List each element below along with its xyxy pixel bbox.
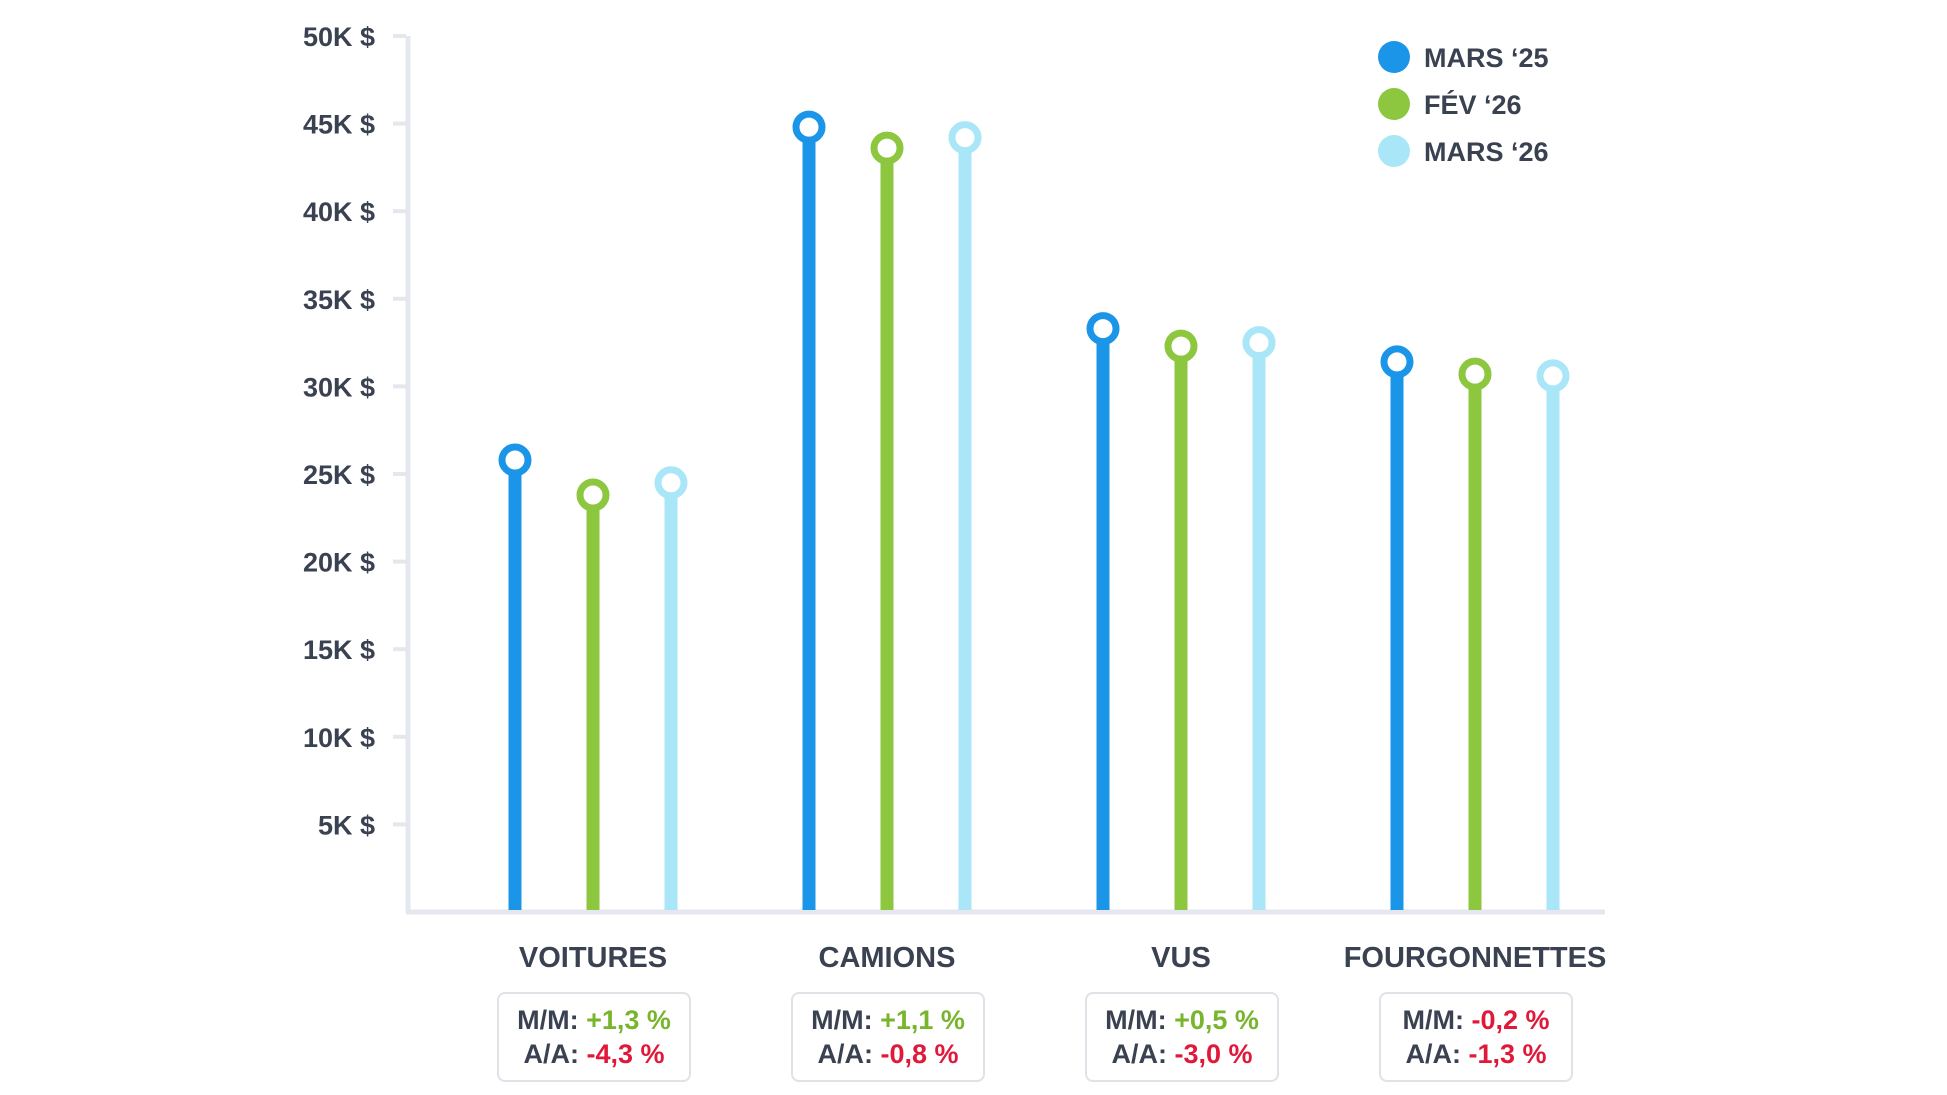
mm-label: M/M: [1105,1005,1167,1035]
lollipop-head [654,466,688,500]
mm-change-line: M/M: +1,1 % [811,1003,965,1037]
lollipop-head [576,478,610,512]
change-box-camions: M/M: +1,1 % A/A: -0,8 % [791,992,985,1082]
y-tick-label: 20K $ [303,548,375,578]
legend-label: MARS ‘25 [1424,43,1549,73]
chart-marks [498,110,1570,910]
legend-label: FÉV ‘26 [1424,89,1522,120]
y-axis-ticks: 5K $ 10K $ 15K $ 20K $ 25K $ 30K $ 35K $ 40K $ 4… [303,22,406,840]
category-label: VUS [1151,942,1211,974]
category-labels: VOITURES CAMIONS VUS FOURGONNETTES [519,942,1606,974]
aa-change-line: A/A: -0,8 % [817,1037,958,1071]
chart-legend: MARS ‘25 FÉV ‘26 MARS ‘26 [1378,41,1549,167]
legend-label: MARS ‘26 [1424,137,1549,167]
mm-label: M/M: [811,1005,873,1035]
lollipop-head [1086,312,1120,346]
legend-swatch [1378,41,1410,73]
aa-value: -3,0 % [1174,1039,1253,1069]
chart-axes [405,36,1605,915]
y-tick-label: 30K $ [303,372,375,402]
category-label: FOURGONNETTES [1344,942,1607,974]
lollipop-head [1536,359,1570,393]
y-tick-label: 5K $ [318,810,375,840]
aa-change-line: A/A: -1,3 % [1405,1037,1546,1071]
aa-value: -1,3 % [1468,1039,1547,1069]
mm-change-line: M/M: +1,3 % [517,1003,671,1037]
aa-label: A/A: [817,1039,873,1069]
aa-change-line: A/A: -4,3 % [523,1037,664,1071]
y-tick-label: 40K $ [303,197,375,227]
y-tick-label: 15K $ [303,635,375,665]
category-label: VOITURES [519,942,667,974]
lollipop-head [948,121,982,155]
lollipop-head [1458,357,1492,391]
mm-value: +0,5 % [1174,1005,1259,1035]
lollipop-head [1242,326,1276,360]
change-box-voitures: M/M: +1,3 % A/A: -4,3 % [497,992,691,1082]
y-tick-label: 35K $ [303,285,375,315]
aa-change-line: A/A: -3,0 % [1111,1037,1252,1071]
lollipop-head [1380,345,1414,379]
lollipop-head [870,131,904,165]
mm-value: +1,1 % [880,1005,965,1035]
aa-label: A/A: [1111,1039,1167,1069]
legend-swatch [1378,88,1410,120]
mm-change-line: M/M: +0,5 % [1105,1003,1259,1037]
aa-label: A/A: [1405,1039,1461,1069]
change-box-fourgonnettes: M/M: -0,2 % A/A: -1,3 % [1379,992,1573,1082]
y-tick-label: 10K $ [303,723,375,753]
y-tick-label: 45K $ [303,110,375,140]
aa-value: -0,8 % [880,1039,959,1069]
y-tick-label: 50K $ [303,22,375,52]
mm-change-line: M/M: -0,2 % [1402,1003,1549,1037]
aa-label: A/A: [523,1039,579,1069]
change-box-vus: M/M: +0,5 % A/A: -3,0 % [1085,992,1279,1082]
lollipop-head [498,443,532,477]
mm-label: M/M: [1402,1005,1464,1035]
lollipop-head [792,110,826,144]
y-tick-label: 25K $ [303,460,375,490]
mm-value: +1,3 % [586,1005,671,1035]
aa-value: -4,3 % [586,1039,665,1069]
legend-swatch [1378,135,1410,167]
mm-value: -0,2 % [1471,1005,1550,1035]
lollipop-head [1164,329,1198,363]
category-label: CAMIONS [819,942,956,974]
mm-label: M/M: [517,1005,579,1035]
